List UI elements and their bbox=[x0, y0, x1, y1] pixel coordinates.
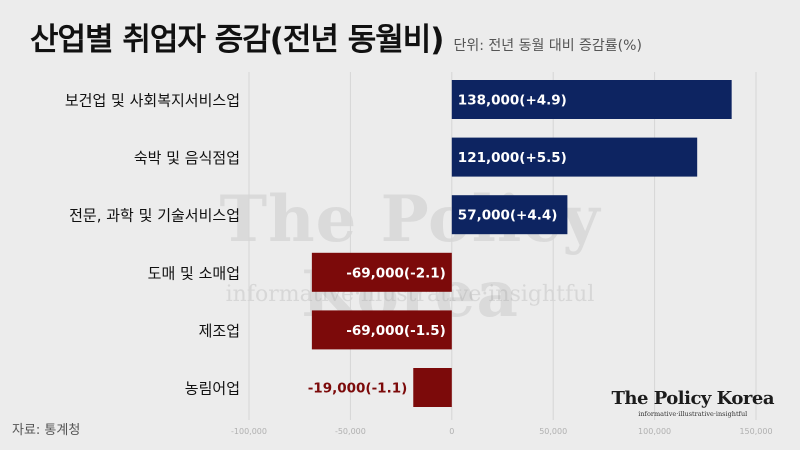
brand-name: The Policy Korea bbox=[611, 388, 775, 409]
data-label: 57,000(+4.4) bbox=[458, 208, 558, 224]
category-label: 보건업 및 사회복지서비스업 bbox=[65, 92, 240, 110]
bar bbox=[451, 195, 568, 235]
data-label: -19,000(-1.1) bbox=[308, 381, 408, 397]
data-label: 121,000(+5.5) bbox=[458, 150, 567, 166]
x-tick-label: 150,000 bbox=[739, 427, 772, 436]
unit-note: 단위: 전년 동월 대비 증감률(%) bbox=[453, 38, 642, 54]
brand-tagline: informative·illustrative·insightful bbox=[638, 410, 748, 418]
category-label: 숙박 및 음식점업 bbox=[134, 149, 240, 167]
chart-title: 산업별 취업자 증감(전년 동월비) bbox=[30, 22, 444, 58]
data-label: 138,000(+4.9) bbox=[458, 93, 567, 109]
brand-logo: The Policy Korea informative·illustrativ… bbox=[611, 388, 775, 418]
data-label: -69,000(-1.5) bbox=[346, 323, 446, 339]
category-label: 제조업 bbox=[199, 322, 240, 340]
bar bbox=[311, 310, 452, 350]
category-label: 전문, 과학 및 기술서비스업 bbox=[69, 207, 240, 225]
bar bbox=[311, 252, 452, 292]
bar bbox=[451, 137, 698, 177]
x-tick-label: 0 bbox=[449, 427, 454, 436]
x-tick-label: 100,000 bbox=[638, 427, 671, 436]
data-label: -69,000(-2.1) bbox=[346, 265, 446, 281]
bar bbox=[413, 368, 452, 407]
x-tick-label: -100,000 bbox=[231, 427, 267, 436]
bar bbox=[451, 80, 732, 119]
category-label: 도매 및 소매업 bbox=[148, 264, 240, 282]
x-tick-label: 50,000 bbox=[539, 427, 567, 436]
x-tick-label: -50,000 bbox=[335, 427, 366, 436]
category-label: 농림어업 bbox=[185, 380, 240, 398]
source-note: 자료: 통계청 bbox=[12, 423, 81, 438]
title-row: 산업별 취업자 증감(전년 동월비) 단위: 전년 동월 대비 증감률(%) bbox=[30, 14, 642, 59]
